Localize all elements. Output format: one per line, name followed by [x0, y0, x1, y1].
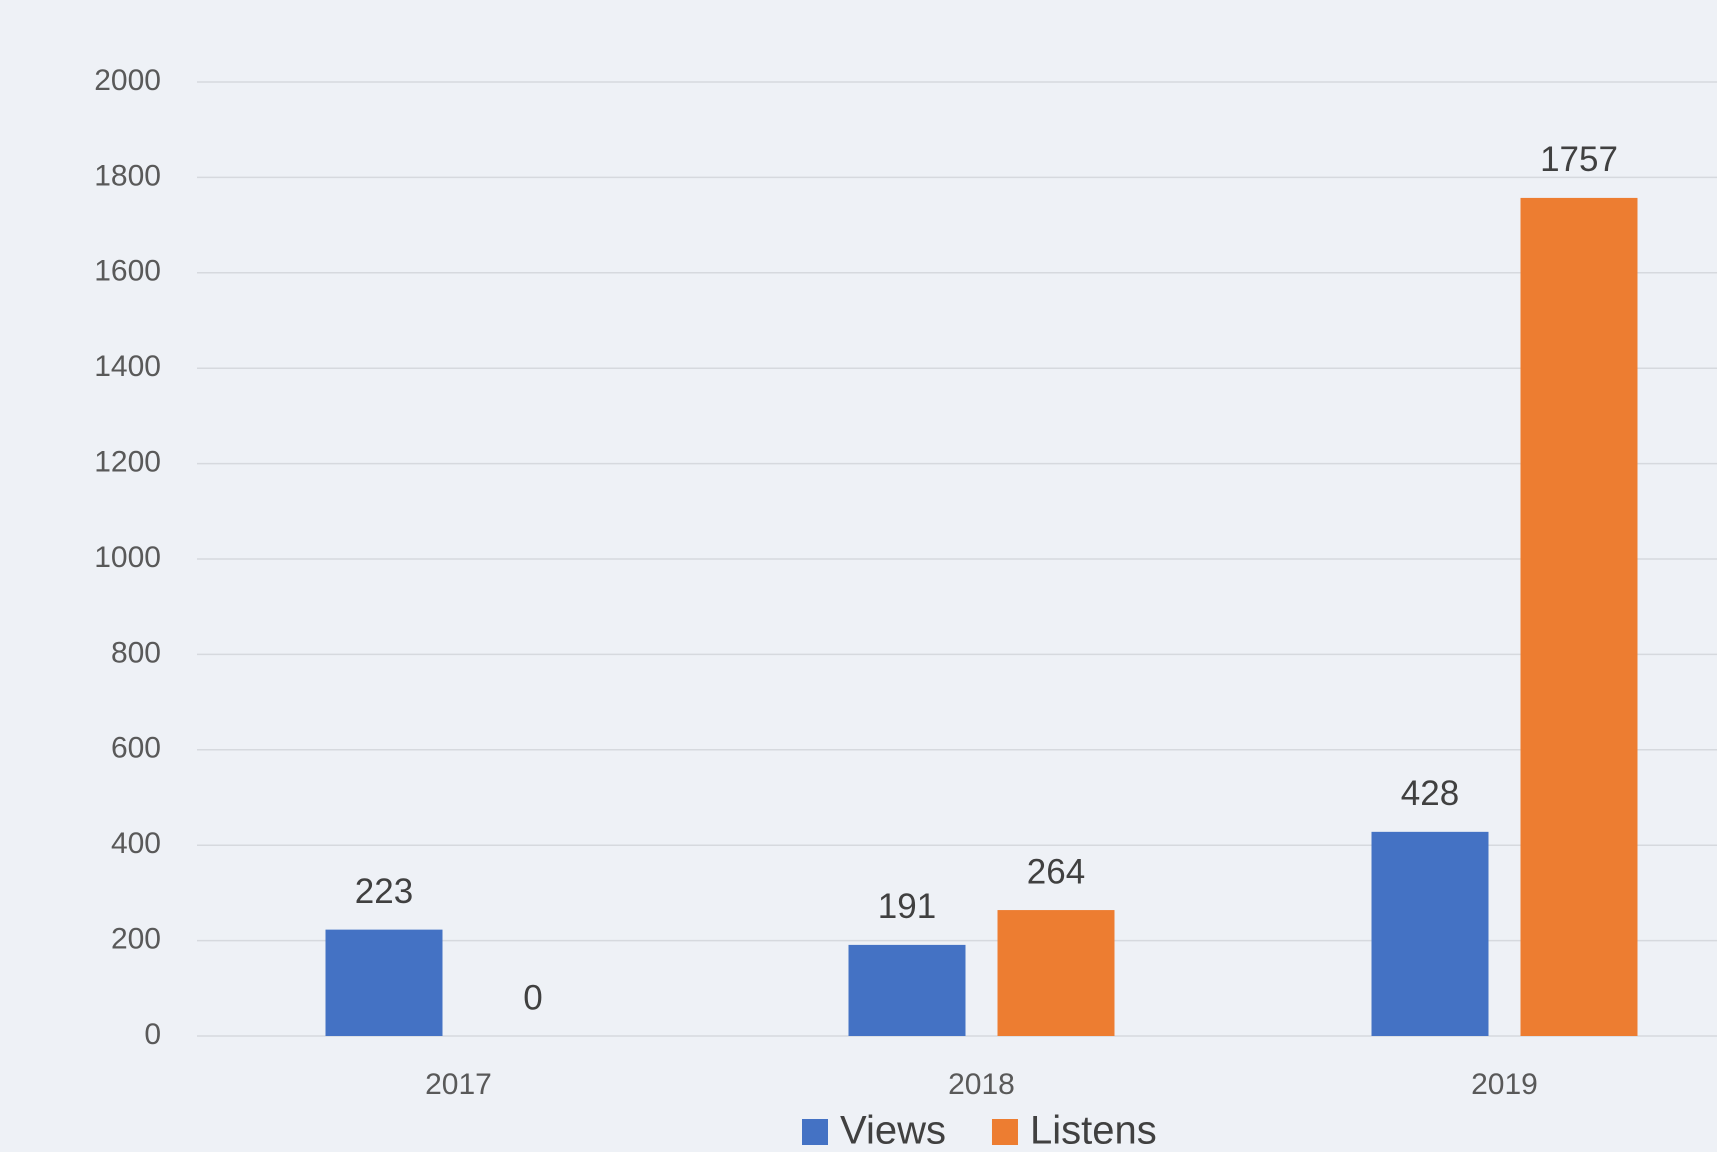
y-tick-label: 200 — [111, 923, 161, 956]
data-label: 264 — [1027, 852, 1085, 891]
y-tick-label: 1200 — [94, 446, 161, 479]
y-tick-label: 1800 — [94, 159, 161, 192]
bar — [997, 910, 1115, 1036]
y-tick-label: 800 — [111, 636, 161, 669]
data-label: 191 — [878, 887, 936, 926]
data-label: 1757 — [1540, 140, 1618, 179]
data-label: 428 — [1401, 774, 1459, 813]
y-tick-label: 2000 — [94, 64, 161, 97]
legend-swatch — [991, 1119, 1018, 1145]
x-tick-label: 2018 — [948, 1068, 1015, 1101]
bar — [325, 929, 443, 1036]
legend-label: Listens — [1030, 1109, 1157, 1152]
legend-label: Views — [840, 1109, 946, 1152]
legend-swatch — [802, 1119, 828, 1145]
y-tick-label: 1600 — [94, 255, 161, 288]
bar — [1371, 831, 1489, 1036]
y-tick-label: 1400 — [94, 350, 161, 383]
y-tick-label: 600 — [111, 732, 161, 765]
y-tick-label: 400 — [111, 827, 161, 860]
x-tick-label: 2019 — [1471, 1068, 1538, 1101]
x-tick-label: 2017 — [425, 1068, 492, 1101]
data-label: 223 — [355, 872, 413, 911]
bar — [848, 944, 966, 1036]
y-tick-label: 1000 — [94, 541, 161, 574]
data-label: 0 — [523, 978, 542, 1017]
y-tick-label: 0 — [144, 1018, 161, 1051]
bar — [1520, 197, 1638, 1036]
